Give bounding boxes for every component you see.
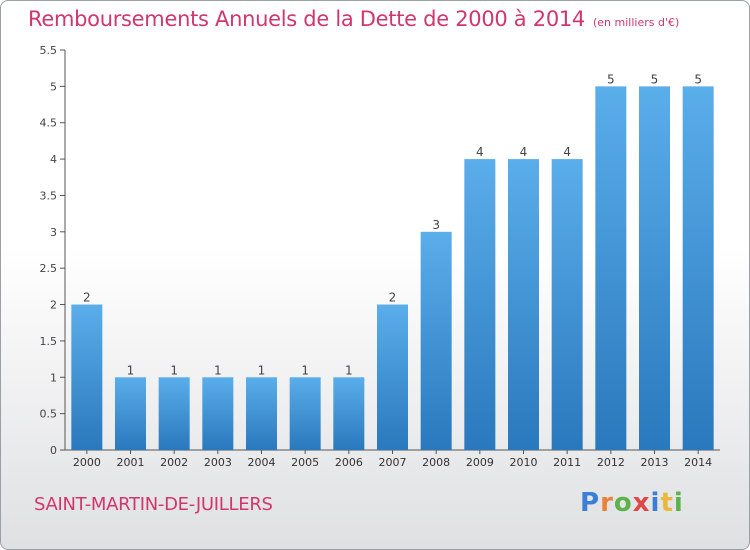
y-tick-label: 4.5 <box>40 117 58 130</box>
y-tick-label: 0.5 <box>40 408 58 421</box>
bar-2011 <box>551 159 583 450</box>
x-tick-label: 2010 <box>510 456 538 469</box>
y-tick-label: 5.5 <box>40 44 58 57</box>
bar-2013 <box>639 86 670 450</box>
y-tick-label: 2.5 <box>40 262 58 275</box>
chart-labels: 2000 2 2001 1 2002 1 2003 1 2004 1 2005 1 2006 1 2007 2… <box>73 72 712 469</box>
bar-2001 <box>115 377 146 450</box>
data-label: 1 <box>170 363 178 377</box>
bar-2007 <box>377 304 408 450</box>
y-tick-label: 5 <box>50 80 57 93</box>
bar-2003 <box>202 377 234 450</box>
x-tick-label: 2003 <box>204 456 232 469</box>
y-tick-label: 2 <box>50 299 57 312</box>
chart-title-block: Remboursements Annuels de la Dette de 20… <box>28 7 679 31</box>
x-tick-label: 2006 <box>335 456 363 469</box>
data-label: 5 <box>651 72 659 86</box>
data-label: 1 <box>258 363 266 377</box>
bar-2014 <box>682 86 714 450</box>
data-label: 1 <box>127 363 135 377</box>
y-tick-label: 4 <box>50 153 57 166</box>
x-tick-label: 2001 <box>117 456 145 469</box>
bar-2005 <box>289 377 321 450</box>
data-label: 1 <box>345 363 353 377</box>
data-label: 5 <box>607 72 615 86</box>
data-label: 2 <box>83 291 91 305</box>
bar-2008 <box>420 231 452 450</box>
bar-2012 <box>595 86 627 450</box>
chart-title: Remboursements Annuels de la Dette de 20… <box>28 7 585 31</box>
x-tick-label: 2005 <box>291 456 319 469</box>
y-tick-label: 3 <box>50 226 57 239</box>
bar-2000 <box>71 304 103 450</box>
y-tick-label: 1.5 <box>40 335 58 348</box>
y-tick-label: 0 <box>50 444 57 457</box>
city-name: SAINT-MARTIN-DE-JUILLERS <box>34 494 273 515</box>
x-tick-label: 2004 <box>248 456 276 469</box>
bar-2006 <box>333 377 365 450</box>
proxiti-logo: Proxiti <box>580 488 684 518</box>
bar-2010 <box>508 159 539 450</box>
x-tick-label: 2009 <box>466 456 494 469</box>
x-tick-label: 2002 <box>160 456 188 469</box>
y-tick-label: 3.5 <box>40 189 58 202</box>
y-tick-label: 1 <box>50 371 57 384</box>
data-label: 4 <box>476 145 484 159</box>
data-label: 5 <box>694 72 702 86</box>
chart-bars <box>71 86 714 450</box>
x-tick-label: 2011 <box>553 456 581 469</box>
bar-2009 <box>464 159 496 450</box>
x-tick-label: 2008 <box>422 456 450 469</box>
x-tick-label: 2007 <box>379 456 407 469</box>
data-label: 1 <box>214 363 222 377</box>
x-tick-label: 2013 <box>641 456 669 469</box>
x-tick-label: 2014 <box>684 456 712 469</box>
data-label: 3 <box>432 218 440 232</box>
data-label: 2 <box>389 291 397 305</box>
x-tick-label: 2000 <box>73 456 101 469</box>
data-label: 4 <box>520 145 528 159</box>
x-tick-label: 2012 <box>597 456 625 469</box>
data-label: 4 <box>563 145 571 159</box>
bar-2002 <box>158 377 190 450</box>
chart-subtitle: (en milliers d'€) <box>593 16 680 29</box>
bar-2004 <box>246 377 277 450</box>
data-label: 1 <box>301 363 309 377</box>
